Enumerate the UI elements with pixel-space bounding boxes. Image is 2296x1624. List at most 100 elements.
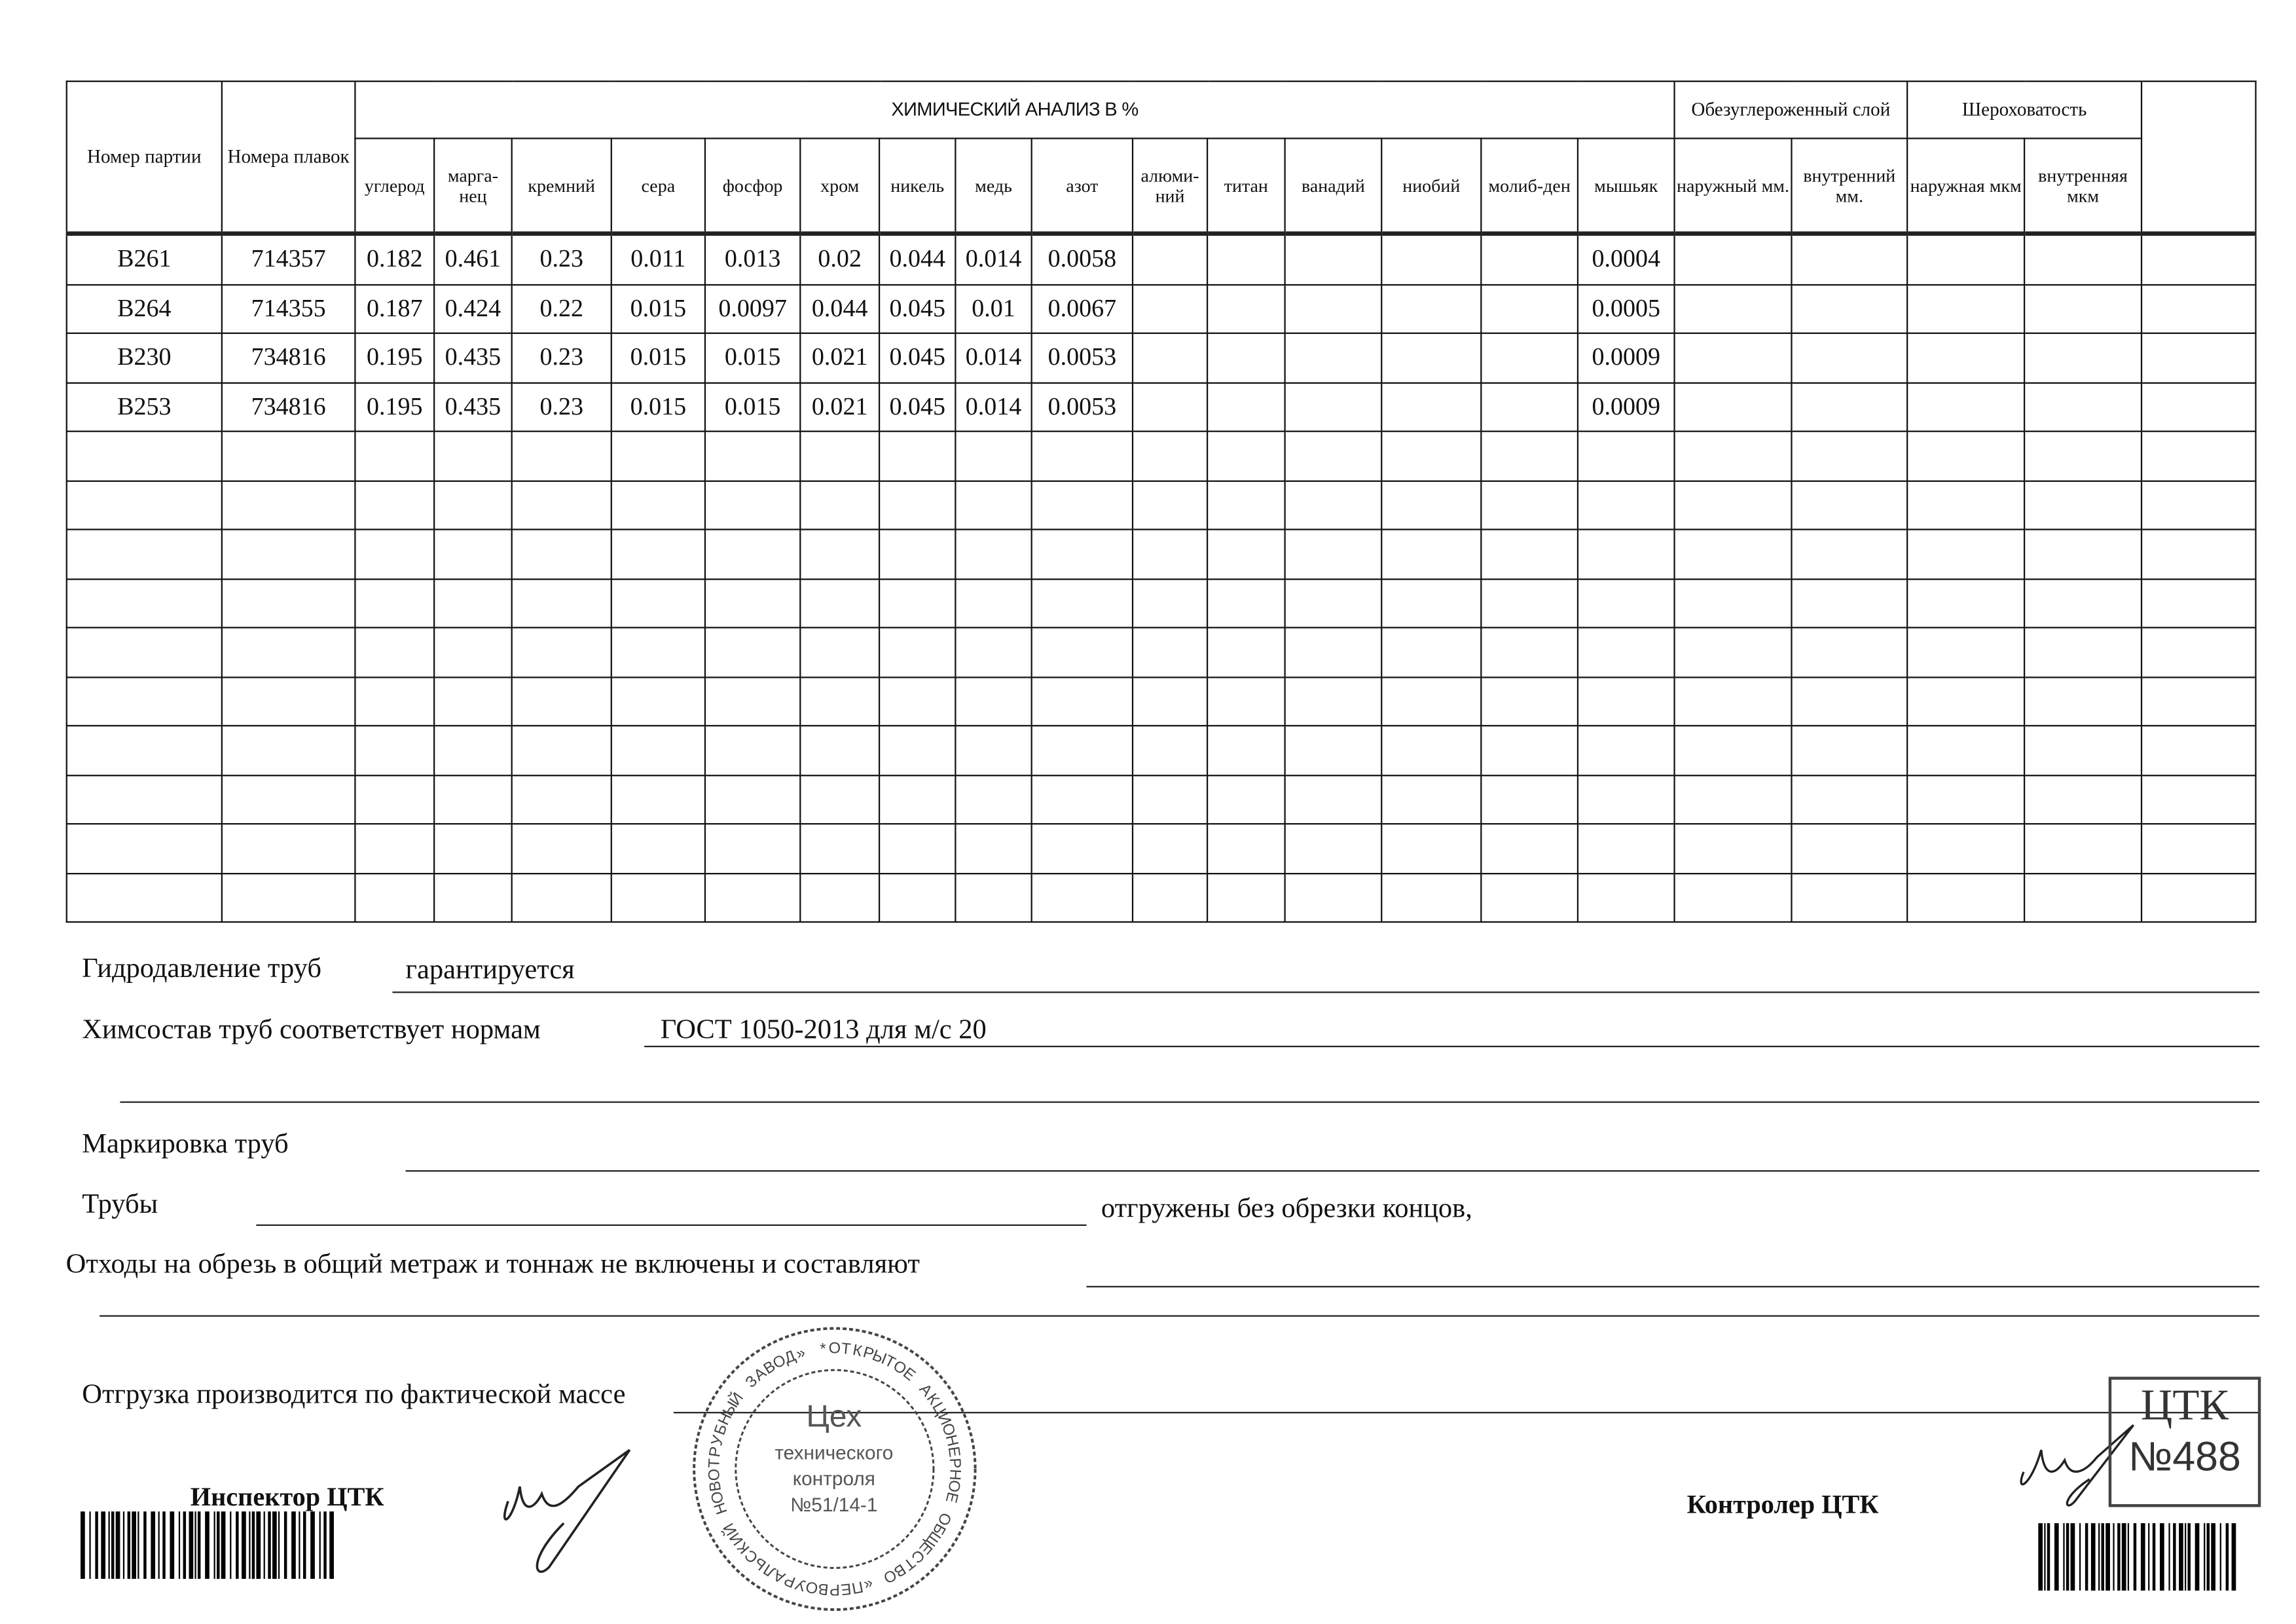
table-cell [1381, 332, 1482, 383]
table-cell [1284, 822, 1383, 874]
table-cell: 0.435 [433, 332, 513, 383]
stamp-ring-letter: У [708, 1433, 727, 1448]
table-cell [1131, 676, 1209, 727]
table-cell [610, 578, 706, 629]
table-cell [1206, 479, 1286, 530]
table-cell [2023, 578, 2143, 629]
table-cell [2023, 528, 2143, 580]
waste-line [1086, 1285, 2260, 1287]
table-cell [1791, 479, 1908, 530]
barcode-bar [89, 1511, 91, 1579]
table-cell [1673, 430, 1793, 481]
table-cell [1480, 283, 1579, 334]
table-cell: 0.011 [610, 232, 706, 286]
table-cell [354, 725, 435, 776]
barcode-bar [2101, 1523, 2104, 1591]
barcode-bar [299, 1511, 301, 1579]
barcode-bar [249, 1511, 251, 1579]
barcode-bar [2090, 1523, 2096, 1591]
table-cell: 0.0053 [1030, 332, 1134, 383]
stamp-ring-letter: К [851, 1341, 864, 1360]
header-blank [2140, 81, 2257, 236]
table-row [65, 774, 2257, 825]
table-cell [1480, 381, 1579, 432]
table-cell: 0.0097 [704, 283, 801, 334]
barcode-bar [2127, 1523, 2130, 1591]
stamp-ring-letter: О [705, 1468, 723, 1481]
table-cell [878, 872, 957, 923]
table-cell [1906, 872, 2026, 923]
table-cell [1381, 430, 1482, 481]
table-cell [799, 528, 881, 580]
table-cell [1480, 479, 1579, 530]
stamp-ring-letter: О [829, 1340, 841, 1357]
table-cell [1673, 232, 1793, 286]
table-cell [2023, 627, 2143, 678]
table-cell [511, 725, 612, 776]
table-cell [2140, 528, 2257, 580]
table-cell [1206, 872, 1286, 923]
table-cell [2023, 725, 2143, 776]
chem-analysis-title: ХИМИЧЕСКИЙ АНАЛИЗ В % [354, 81, 1675, 139]
table-cell [878, 479, 957, 530]
table-cell [1030, 578, 1134, 629]
table-cell [1791, 676, 1908, 727]
table-cell [1480, 872, 1579, 923]
table-cell [433, 774, 513, 825]
table-cell [1030, 725, 1134, 776]
barcode-bar [291, 1511, 296, 1579]
table-cell [221, 676, 356, 727]
table-cell: 0.044 [799, 283, 881, 334]
stamp-ring-letter: О [804, 1578, 819, 1597]
table-cell [1673, 822, 1793, 874]
table-cell [1030, 627, 1134, 678]
table-cell [955, 578, 1032, 629]
table-cell: 0.015 [610, 381, 706, 432]
table-cell [1791, 332, 1908, 383]
barcode-bar [2121, 1523, 2126, 1591]
table-cell [354, 822, 435, 874]
table-cell [799, 430, 881, 481]
table-cell [1206, 822, 1286, 874]
barcode-bar [2079, 1523, 2081, 1591]
ctk-stamp-line-1: ЦТК [2140, 1381, 2229, 1430]
table-cell: 0.045 [878, 283, 957, 334]
barcode-bar [2173, 1523, 2176, 1591]
table-cell [1381, 479, 1482, 530]
header-element: углерод [354, 138, 435, 236]
header-element: ниобий [1381, 138, 1482, 236]
table-cell [1791, 627, 1908, 678]
barcode-bar [2179, 1523, 2183, 1591]
barcode-bar [2047, 1523, 2050, 1591]
barcode-bar [108, 1511, 110, 1579]
table-row [65, 479, 2257, 530]
table-cell [1284, 578, 1383, 629]
stamp-ring-letter: О [944, 1479, 963, 1493]
barcode-bar [194, 1511, 196, 1579]
table-cell [955, 822, 1032, 874]
table-cell [1480, 332, 1579, 383]
table-cell [1381, 725, 1482, 776]
barcode-bar [2225, 1523, 2229, 1591]
table-cell [878, 725, 957, 776]
table-cell [433, 676, 513, 727]
shipment-line [673, 1412, 2260, 1414]
table-cell [511, 872, 612, 923]
table-cell [1284, 528, 1383, 580]
table-cell [799, 479, 881, 530]
table-cell [1906, 430, 2026, 481]
table-cell: 714355 [221, 283, 356, 334]
table-cell [610, 627, 706, 678]
table-cell [2023, 283, 2143, 334]
table-cell [65, 676, 223, 727]
table-cell [354, 479, 435, 530]
stamp-ring-letter: В [817, 1579, 829, 1598]
barcode-bar [115, 1511, 120, 1579]
table-cell: 0.015 [704, 332, 801, 383]
table-cell [955, 627, 1032, 678]
table-cell [1206, 627, 1286, 678]
table-cell [704, 430, 801, 481]
barcode-bar [2117, 1523, 2121, 1591]
table-cell [1381, 774, 1482, 825]
table-cell [354, 872, 435, 923]
